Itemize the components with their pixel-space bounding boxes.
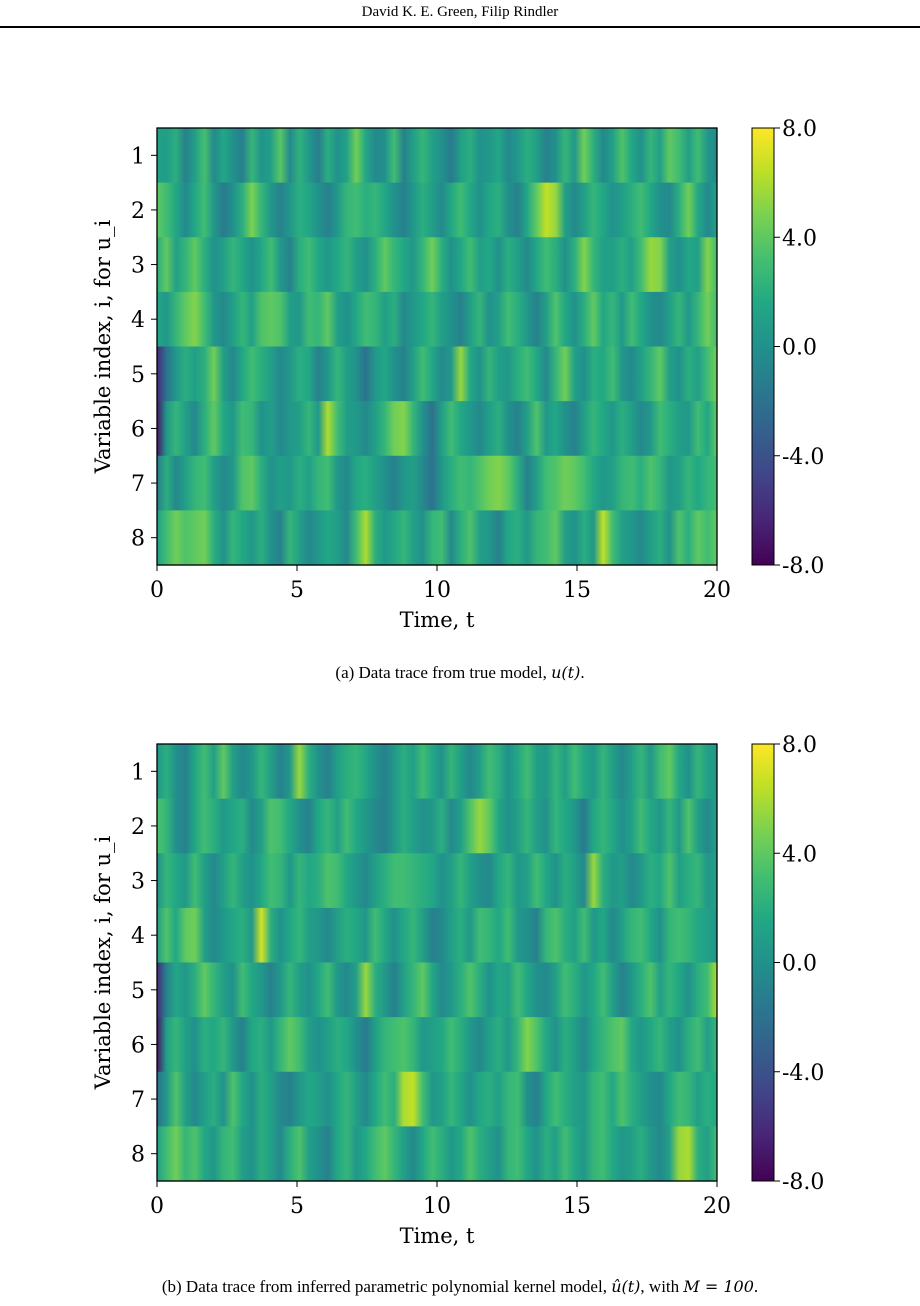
caption-b-text: (b) Data trace from inferred parametric … xyxy=(161,1277,612,1296)
caption-a-math: u(t) xyxy=(551,663,581,682)
y-axis-label: Variable index, i, for u_i xyxy=(91,219,115,474)
y-tick-label: 5 xyxy=(131,979,145,1004)
x-tick-label: 0 xyxy=(150,578,164,603)
heatmap-row-7 xyxy=(157,455,717,511)
y-tick-label: 7 xyxy=(131,1088,145,1113)
heatmap-row-2 xyxy=(157,182,717,238)
y-tick-label: 8 xyxy=(131,1143,145,1168)
x-axis-label: Time, t xyxy=(400,1224,475,1248)
heatmap-row-1 xyxy=(157,128,717,184)
heatmap-row-3 xyxy=(157,853,717,909)
panel-a: 0 5 10 15 20 1 2 3 4 5 6 7 8 Time, t Variable index, i… xyxy=(91,117,824,632)
heatmap-row-8 xyxy=(157,1126,717,1182)
y-axis-label: Variable index, i, for u_i xyxy=(91,835,115,1090)
heatmap-row-4 xyxy=(157,907,717,964)
x-tick-label: 0 xyxy=(150,1194,164,1219)
colorbar-tick-label: -8.0 xyxy=(782,554,824,579)
heatmap-row-5 xyxy=(157,962,717,1018)
colorbar-tick-label: 4.0 xyxy=(782,226,817,251)
colorbar-tick-label: 8.0 xyxy=(782,117,817,142)
caption-b: (b) Data trace from inferred parametric … xyxy=(0,1277,920,1297)
caption-b-math: û(t) xyxy=(611,1277,641,1296)
y-tick-label: 8 xyxy=(131,527,145,552)
y-tick-label: 6 xyxy=(131,1033,145,1058)
y-tick-label: 5 xyxy=(131,363,145,388)
heatmap-row-6 xyxy=(157,401,717,457)
caption-a-suffix: . xyxy=(580,663,585,682)
colorbar-tick-label: -4.0 xyxy=(782,1061,824,1086)
colorbar xyxy=(751,127,775,566)
y-tick-label: 4 xyxy=(131,924,145,949)
x-tick-label: 15 xyxy=(563,578,591,603)
heatmap-row-2 xyxy=(157,798,717,854)
y-tick-label: 7 xyxy=(131,472,145,497)
heatmap-row-5 xyxy=(157,346,717,402)
caption-b-math2: M = 100 xyxy=(683,1277,754,1296)
heatmap-row-7 xyxy=(157,1071,717,1127)
colorbar-tick-label: 0.0 xyxy=(782,952,817,977)
header-authors: David K. E. Green, Filip Rindler xyxy=(361,4,559,20)
y-tick-label: 6 xyxy=(131,417,145,442)
caption-b-mid: , with xyxy=(640,1277,684,1296)
y-tick-label: 3 xyxy=(131,870,145,895)
x-tick-label: 15 xyxy=(563,1194,591,1219)
heatmap-row-8 xyxy=(157,510,717,566)
header-rule xyxy=(0,26,920,28)
colorbar-tick-label: 8.0 xyxy=(782,733,817,758)
x-tick-label: 10 xyxy=(423,578,451,603)
colorbar-tick-label: -4.0 xyxy=(782,445,824,470)
caption-a: (a) Data trace from true model, u(t). xyxy=(0,663,920,683)
colorbar-tick-label: 0.0 xyxy=(782,336,817,361)
x-tick-label: 5 xyxy=(290,1194,304,1219)
x-tick-label: 10 xyxy=(423,1194,451,1219)
y-tick-label: 2 xyxy=(131,199,145,224)
colorbar-tick-label: -8.0 xyxy=(782,1170,824,1195)
colorbar xyxy=(751,743,775,1182)
y-tick-label: 3 xyxy=(131,254,145,279)
y-tick-label: 2 xyxy=(131,815,145,840)
heatmap-row-3 xyxy=(157,237,717,293)
heatmap-row-6 xyxy=(157,1017,717,1073)
x-tick-label: 5 xyxy=(290,578,304,603)
x-tick-label: 20 xyxy=(703,1194,731,1219)
caption-a-text: (a) Data trace from true model, xyxy=(335,663,552,682)
y-tick-label: 1 xyxy=(131,144,145,169)
heatmap-row-1 xyxy=(157,744,717,800)
colorbar-tick-label: 4.0 xyxy=(782,842,817,867)
heatmap-row-4 xyxy=(157,291,717,348)
y-tick-label: 4 xyxy=(131,308,145,333)
x-tick-label: 20 xyxy=(703,578,731,603)
panel-b: 0 5 10 15 20 1 2 3 4 5 6 7 8 Time, t Variable index, i… xyxy=(91,733,824,1248)
running-header: David K. E. Green, Filip Rindler xyxy=(0,0,920,28)
caption-b-suffix: . xyxy=(753,1277,759,1296)
x-axis-label: Time, t xyxy=(400,608,475,632)
y-tick-label: 1 xyxy=(131,760,145,785)
